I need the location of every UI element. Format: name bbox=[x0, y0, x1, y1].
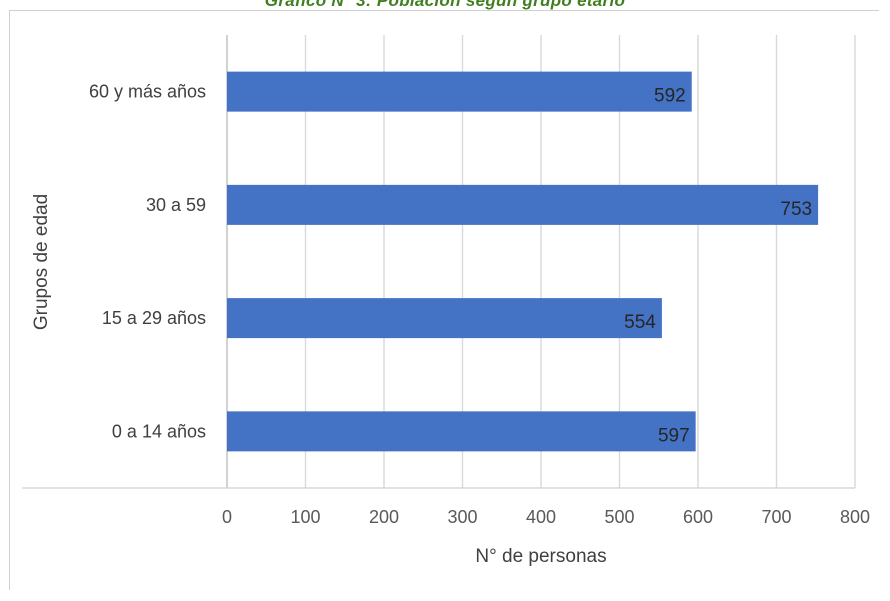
category-label: 30 a 59 bbox=[146, 195, 206, 215]
bar bbox=[227, 184, 819, 225]
chart-title: Gráfico N° 3: Población según grupo etar… bbox=[264, 0, 626, 10]
x-tick-label: 200 bbox=[369, 507, 399, 527]
x-tick-label: 500 bbox=[604, 507, 634, 527]
x-tick-label: 600 bbox=[683, 507, 713, 527]
data-label: 597 bbox=[658, 425, 690, 446]
chart-frame bbox=[9, 10, 879, 590]
data-label: 554 bbox=[624, 312, 656, 333]
x-axis-title: N° de personas bbox=[475, 546, 606, 567]
x-tick-label: 400 bbox=[526, 507, 556, 527]
x-tick-label: 0 bbox=[222, 507, 232, 527]
x-tick-label: 300 bbox=[447, 507, 477, 527]
x-tick-label: 800 bbox=[840, 507, 870, 527]
x-tick-label: 700 bbox=[761, 507, 791, 527]
bar bbox=[227, 411, 696, 452]
bar bbox=[227, 71, 692, 112]
bar bbox=[227, 298, 662, 339]
x-tick-label: 100 bbox=[290, 507, 320, 527]
category-label: 15 a 29 años bbox=[102, 308, 206, 328]
y-axis-title: Grupos de edad bbox=[31, 194, 52, 330]
chart-title-strip: Gráfico N° 3: Población según grupo etar… bbox=[0, 0, 890, 12]
data-label: 592 bbox=[654, 86, 686, 107]
category-label: 0 a 14 años bbox=[112, 421, 206, 441]
data-label: 753 bbox=[780, 199, 812, 220]
category-label: 60 y más años bbox=[89, 82, 206, 102]
